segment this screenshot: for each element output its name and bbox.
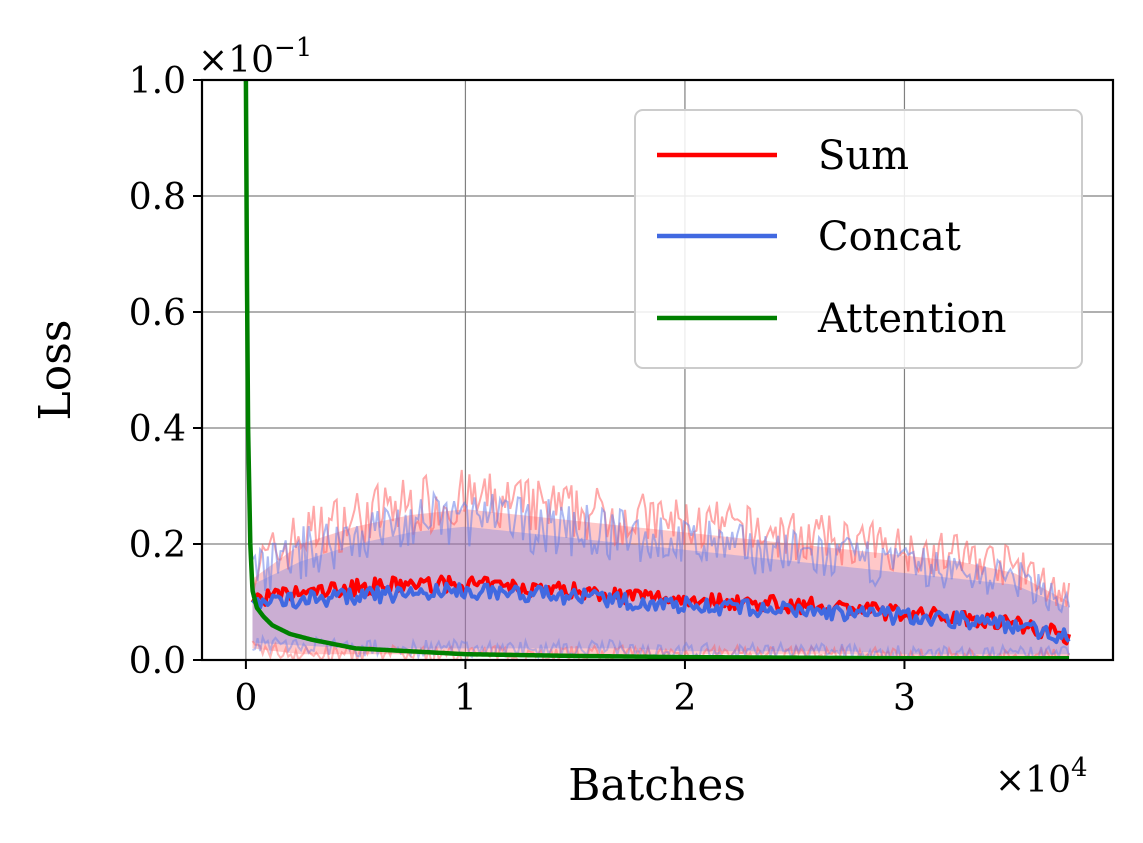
y-axis-label: Loss	[30, 320, 81, 421]
attention-line	[243, 80, 1070, 660]
x-tick-label: 3	[893, 678, 916, 719]
legend-box	[634, 109, 1083, 369]
x-tick-label: 2	[673, 678, 696, 719]
x-axis-label: Batches	[568, 760, 746, 811]
x-tick-label: 0	[234, 678, 257, 719]
sum-upper-trace	[251, 469, 1071, 607]
y-tick-label: 0.0	[129, 641, 186, 682]
confidence-bands	[252, 509, 1070, 658]
y-tick-label: 0.8	[129, 177, 186, 218]
concat-line	[251, 581, 1071, 645]
legend-label-sum: Sum	[818, 133, 909, 179]
concat-upper-trace	[251, 489, 1071, 614]
y-multiplier: ×10−1	[198, 33, 312, 81]
sum-band	[252, 509, 1070, 658]
series-lines	[243, 80, 1072, 660]
y-tick-label: 0.2	[129, 525, 186, 566]
legend: Sum Concat Attention	[634, 109, 1083, 369]
plot-frame	[200, 78, 1115, 662]
y-tick-label: 0.4	[129, 409, 186, 450]
legend-label-attention: Attention	[817, 296, 1006, 342]
x-tick-label: 1	[454, 678, 477, 719]
y-tick-label: 0.6	[129, 293, 186, 334]
y-tick-label: 1.0	[129, 61, 186, 102]
concat-band	[252, 526, 1070, 655]
legend-label-concat: Concat	[818, 214, 961, 260]
x-multiplier: ×104	[995, 753, 1088, 801]
ticks: 0 1 2 3 0.0 0.2 0.4 0.6 0.8 1.0	[129, 61, 916, 719]
